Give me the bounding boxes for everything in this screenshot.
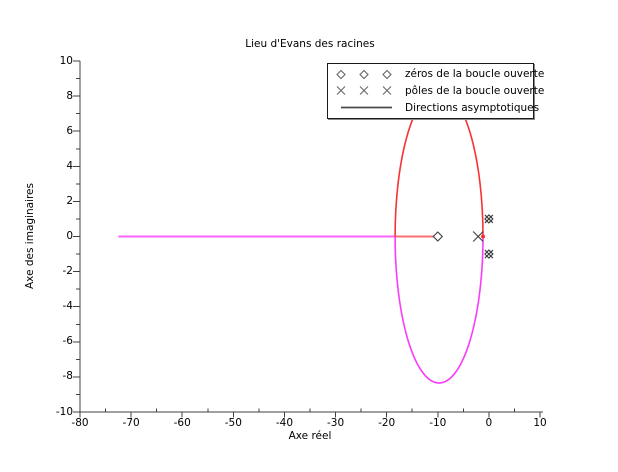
legend-box: zéros de la boucle ouverte pôles de la b… bbox=[327, 63, 544, 119]
legend-entry-zeros: zéros de la boucle ouverte bbox=[328, 67, 544, 82]
x-tick-label: -30 bbox=[326, 417, 345, 429]
pole-marker bbox=[472, 231, 484, 242]
legend-label-poles: pôles de la boucle ouverte bbox=[405, 84, 545, 97]
legend-entry-asymptotes: Directions asymptotiques bbox=[328, 100, 539, 115]
zero-marker bbox=[484, 214, 494, 224]
chart-title: Lieu d'Evans des racines bbox=[245, 38, 375, 50]
y-tick-label: -2 bbox=[62, 265, 73, 278]
branch-red-vertex-point bbox=[481, 234, 486, 239]
y-tick-label: 10 bbox=[59, 54, 73, 67]
zeros-diamond-icon bbox=[336, 69, 392, 80]
y-tick-label: 2 bbox=[66, 194, 73, 207]
x-tick-label: -20 bbox=[378, 417, 396, 429]
x-tick-label: -40 bbox=[275, 417, 294, 429]
y-tick-label: -10 bbox=[55, 405, 73, 418]
branch-magenta-lower-ellipse bbox=[394, 236, 484, 384]
x-tick-label: -60 bbox=[173, 417, 191, 429]
x-tick-label: -70 bbox=[122, 417, 140, 429]
legend-x-glyph bbox=[336, 86, 346, 96]
legend-diamond-glyph bbox=[359, 69, 369, 80]
legend-diamond-glyph bbox=[336, 69, 346, 80]
x-tick-label: 0 bbox=[485, 417, 493, 429]
asymptote-line-icon bbox=[341, 106, 392, 109]
zero-marker bbox=[484, 249, 494, 259]
x-tick-label: -10 bbox=[429, 417, 447, 429]
legend-label-zeros: zéros de la boucle ouverte bbox=[405, 68, 545, 81]
y-tick-label: 6 bbox=[66, 124, 73, 137]
legend-diamond-glyph bbox=[382, 69, 392, 80]
pole-marker bbox=[484, 249, 494, 259]
y-tick-label: 8 bbox=[66, 89, 73, 102]
legend-entry-poles: pôles de la boucle ouverte bbox=[328, 83, 544, 98]
y-tick-label: -8 bbox=[62, 370, 73, 383]
zero-marker bbox=[432, 231, 444, 242]
legend-x-glyph bbox=[359, 86, 369, 96]
x-tick-label: 10 bbox=[533, 417, 547, 429]
x-tick-label: -50 bbox=[224, 417, 242, 429]
pole-marker bbox=[484, 214, 494, 224]
y-tick-label: 4 bbox=[66, 159, 73, 172]
y-tick-label: 0 bbox=[66, 230, 73, 242]
x-axis-label: Axe réel bbox=[288, 430, 332, 442]
y-tick-label: -6 bbox=[62, 335, 73, 348]
x-tick-label: -80 bbox=[71, 417, 89, 429]
legend-label-asymptotes: Directions asymptotiques bbox=[405, 101, 540, 114]
y-tick-label: -4 bbox=[62, 300, 73, 313]
legend-x-glyph bbox=[382, 86, 392, 96]
poles-x-icon bbox=[336, 86, 392, 96]
